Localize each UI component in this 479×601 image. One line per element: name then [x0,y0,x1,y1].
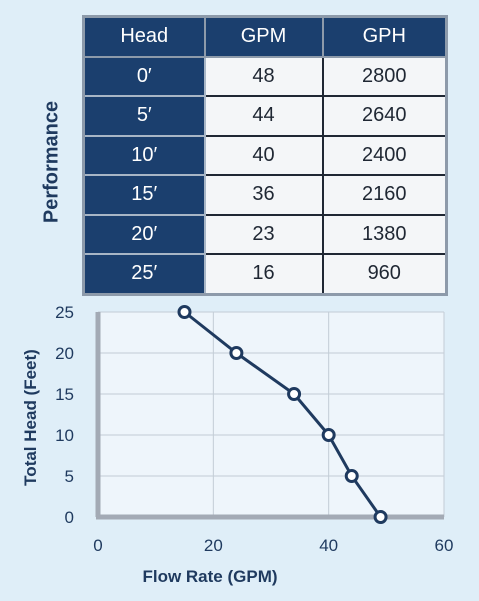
table-row: 5′ 44 2640 [82,95,448,137]
head-cell: 25′ [82,253,206,295]
head-cell: 10′ [82,134,206,176]
table-row: 15′ 36 2160 [82,174,448,216]
performance-chart: 0 5 10 15 20 25 0 20 40 60 Flow Rate (GPM) Total He… [21,303,454,586]
x-tick-label: 40 [319,536,338,555]
table-row: 25′ 16 960 [82,253,448,295]
head-cell: 20′ [82,213,206,255]
gpm-cell: 16 [203,253,324,295]
data-point [344,469,359,483]
table-row: 0′ 48 2800 [82,55,448,97]
head-cell: 15′ [82,174,206,216]
gph-cell: 2160 [321,174,448,216]
data-point [287,387,302,401]
x-tick-label: 20 [204,536,223,555]
y-tick-label: 0 [65,508,74,527]
y-tick-label: 20 [55,344,74,363]
performance-table: Head GPM GPH 0′ 48 2800 5′ 44 2640 10′ 4… [82,15,448,296]
gpm-cell: 40 [203,134,324,176]
table-header-row: Head GPM GPH [82,15,448,58]
data-point [373,510,388,524]
gpm-cell: 36 [203,174,324,216]
head-cell: 0′ [82,55,206,97]
gph-cell: 960 [321,253,448,295]
table-row: 20′ 23 1380 [82,213,448,255]
y-tick-label: 25 [55,303,74,322]
gpm-cell: 44 [203,95,324,137]
gph-cell: 1380 [321,213,448,255]
data-point [177,305,192,319]
gph-cell: 2800 [321,55,448,97]
data-point [229,346,244,360]
performance-label: Performance [40,100,63,224]
gph-cell: 2400 [321,134,448,176]
x-tick-label: 60 [435,536,454,555]
series-line [183,310,382,518]
y-tick-label: 15 [55,385,74,404]
data-point [321,428,336,442]
x-tick-label: 0 [93,536,102,555]
table-row: 10′ 40 2400 [82,134,448,176]
column-header-gpm: GPM [203,15,324,58]
column-header-head: Head [82,15,206,58]
gpm-cell: 23 [203,213,324,255]
head-cell: 5′ [82,95,206,137]
y-tick-label: 5 [65,467,74,486]
column-header-gph: GPH [321,15,448,58]
gpm-cell: 48 [203,55,324,97]
x-axis-label: Flow Rate (GPM) [142,567,277,586]
plot-area [98,312,444,517]
y-axis-label: Total Head (Feet) [21,349,40,486]
gph-cell: 2640 [321,95,448,137]
y-tick-label: 10 [55,426,74,445]
